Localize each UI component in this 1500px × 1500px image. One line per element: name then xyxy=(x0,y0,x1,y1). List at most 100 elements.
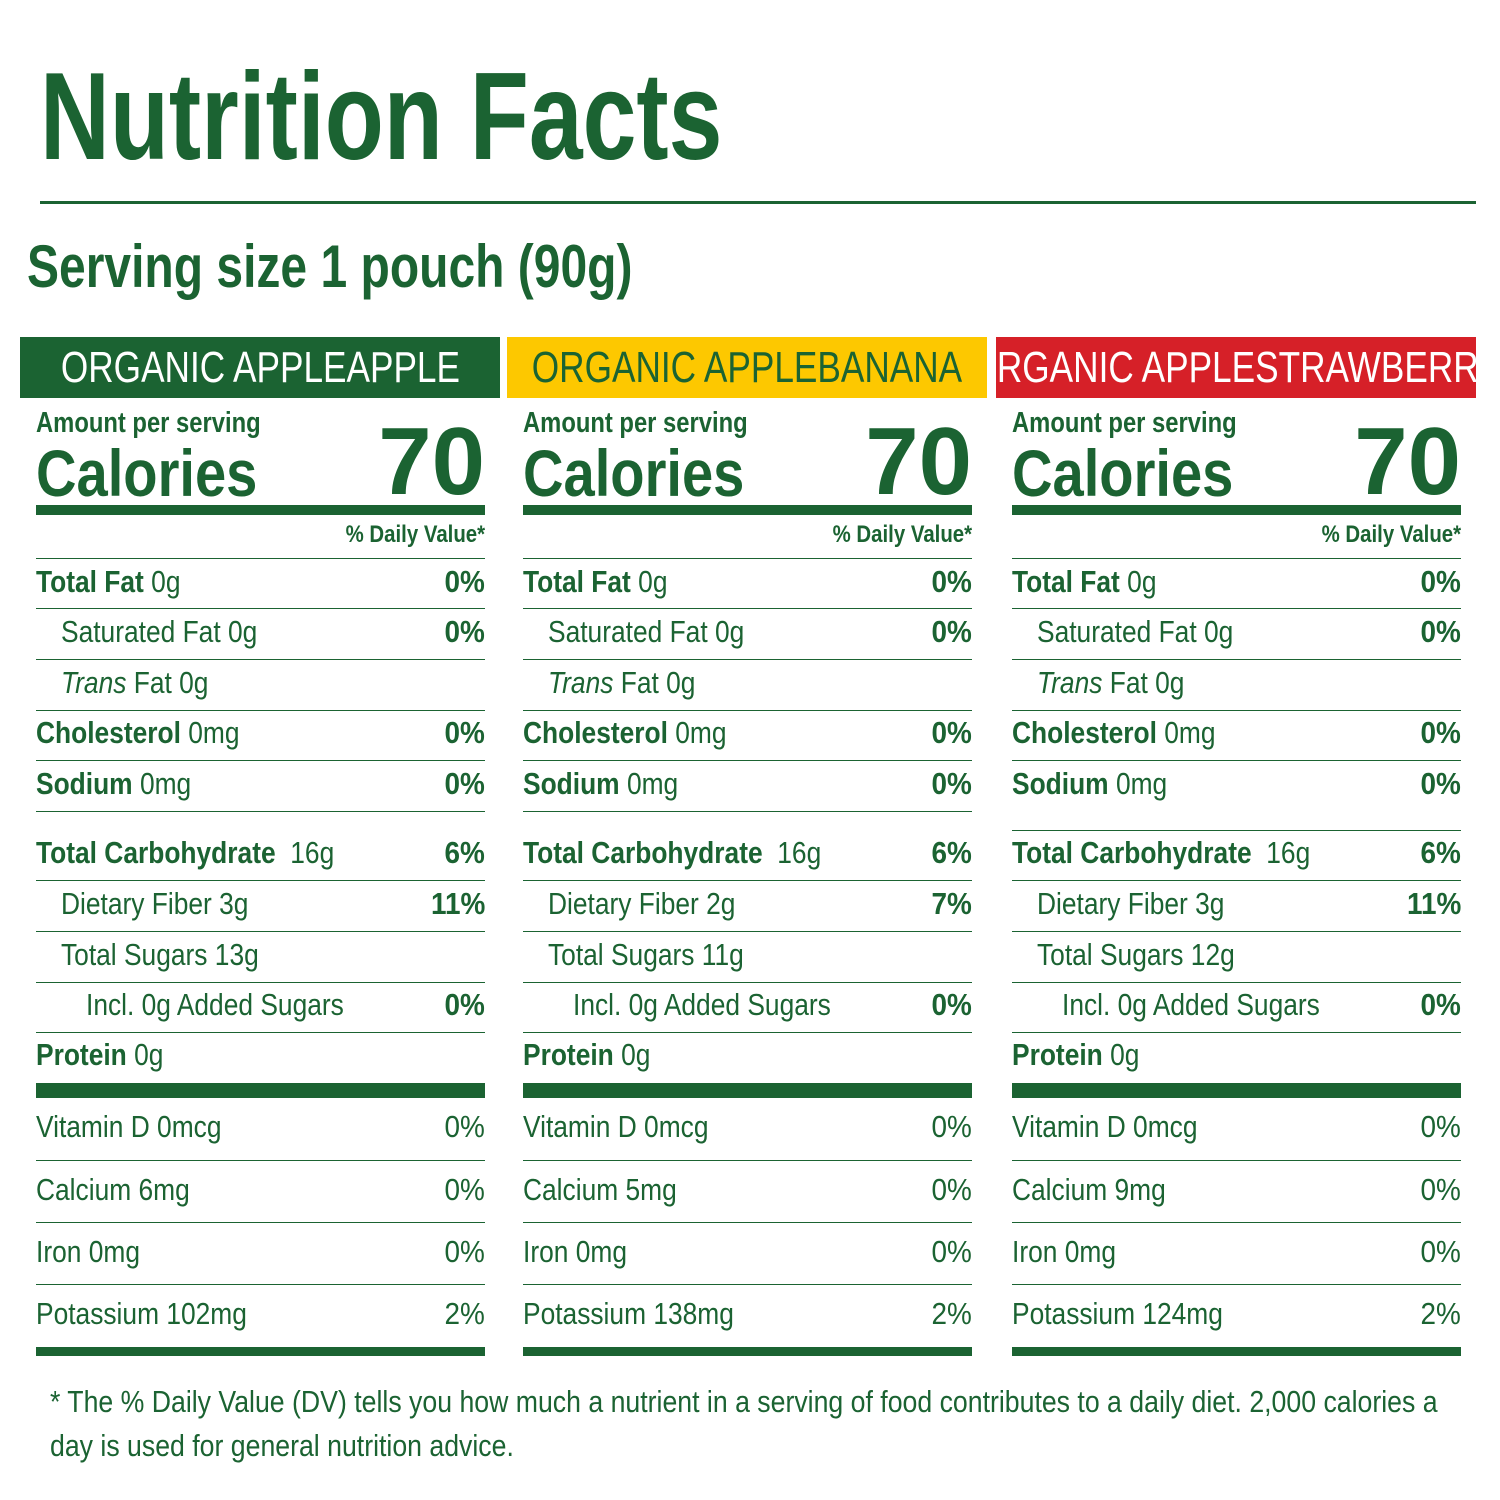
nutrient-amount: Incl. 0g Added Sugars xyxy=(1062,987,1320,1022)
row-divider xyxy=(1012,830,1461,831)
nutrient-amount: Dietary Fiber 3g xyxy=(1037,886,1225,921)
row-divider xyxy=(1012,1160,1461,1161)
nutrient-name: Total Fat xyxy=(1012,564,1120,599)
thick-divider xyxy=(36,1083,485,1098)
daily-value: 0% xyxy=(444,614,485,649)
nutrient-row: Dietary Fiber 3g 11% xyxy=(1012,884,1461,924)
row-divider xyxy=(36,760,485,761)
nutrient-label: Saturated Fat 0g xyxy=(61,612,292,652)
row-divider xyxy=(523,608,972,609)
daily-value: 0% xyxy=(931,1109,972,1144)
nutrient-row: Total Fat 0g 0% xyxy=(1012,562,1461,602)
title-divider xyxy=(40,201,1476,204)
row-divider xyxy=(523,558,972,559)
vitamin-row: Vitamin D 0mcg 0% xyxy=(36,1107,485,1147)
nutrient-label: Protein 0g xyxy=(36,1035,186,1075)
nutrient-amount: 16g xyxy=(762,835,822,870)
nutrient-label: Total Carbohydrate 16g xyxy=(36,833,387,873)
nutrient-label: Total Carbohydrate 16g xyxy=(1012,833,1363,873)
nutrient-row: Total Sugars 12g xyxy=(1012,935,1461,975)
amount-per-serving: Amount per serving xyxy=(1012,407,1237,439)
thick-divider xyxy=(1012,1083,1461,1098)
daily-value: 2% xyxy=(931,1296,972,1331)
nutrient-label: Cholesterol 0mg xyxy=(36,713,275,753)
daily-value: 0% xyxy=(1420,715,1461,750)
vitamin-label: Iron 0mg xyxy=(1012,1234,1116,1269)
nutrient-row: Protein 0g xyxy=(1012,1035,1461,1075)
vitamin-row: Calcium 9mg 0% xyxy=(1012,1170,1461,1210)
nutrient-name: Protein xyxy=(1012,1037,1103,1072)
row-divider xyxy=(1012,558,1461,559)
daily-value: 0% xyxy=(931,715,972,750)
daily-value: 0% xyxy=(1420,766,1461,801)
vitamin-row: Calcium 6mg 0% xyxy=(36,1170,485,1210)
nutrient-amount: 0g xyxy=(1102,1037,1140,1072)
nutrient-row: Cholesterol 0mg 0% xyxy=(1012,713,1461,753)
daily-value: 0% xyxy=(931,766,972,801)
nutrient-name: Sodium xyxy=(523,766,620,801)
nutrient-name: Cholesterol xyxy=(36,715,181,750)
nutrient-row: Total Fat 0g 0% xyxy=(523,562,972,602)
row-divider xyxy=(1012,1032,1461,1033)
nutrient-label: Protein 0g xyxy=(1012,1035,1162,1075)
nutrient-amount: 0g xyxy=(126,1037,164,1072)
nutrient-label: Total Sugars 11g xyxy=(548,935,778,975)
row-divider xyxy=(1012,760,1461,761)
nutrient-label: Incl. 0g Added Sugars xyxy=(86,985,389,1025)
row-divider xyxy=(36,811,485,812)
nutrient-row: Protein 0g xyxy=(523,1035,972,1075)
nutrient-label: Incl. 0g Added Sugars xyxy=(573,985,876,1025)
nutrient-label: Total Fat 0g xyxy=(1012,562,1182,602)
daily-value: 0% xyxy=(444,987,485,1022)
nutrient-label: Cholesterol 0mg xyxy=(1012,713,1251,753)
row-divider xyxy=(1012,1222,1461,1223)
daily-value: 0% xyxy=(1420,1109,1461,1144)
nutrient-row: Saturated Fat 0g 0% xyxy=(1012,612,1461,652)
row-divider xyxy=(523,659,972,660)
nutrient-amount: 0mg xyxy=(667,715,727,750)
nutrient-label: Incl. 0g Added Sugars xyxy=(1062,985,1365,1025)
row-divider xyxy=(523,1284,972,1285)
daily-value: 2% xyxy=(1420,1296,1461,1331)
daily-value: 0% xyxy=(444,1234,485,1269)
vitamin-label: Iron 0mg xyxy=(36,1234,140,1269)
calories-label: Calories xyxy=(523,436,745,510)
calories-label: Calories xyxy=(1012,436,1234,510)
nutrient-name: Protein xyxy=(36,1037,127,1072)
footnote: * The % Daily Value (DV) tells you how m… xyxy=(50,1384,1438,1463)
nutrient-row: Total Sugars 11g xyxy=(523,935,972,975)
serving-size: Serving size 1 pouch (90g) xyxy=(27,233,633,300)
nutrient-amount: 0mg xyxy=(1156,715,1216,750)
vitamin-label: Vitamin D 0mcg xyxy=(1012,1109,1198,1144)
vitamin-label: Vitamin D 0mcg xyxy=(523,1109,709,1144)
nutrient-label: Total Carbohydrate 16g xyxy=(523,833,874,873)
daily-value: 0% xyxy=(1420,1172,1461,1207)
page-title: Nutrition Facts xyxy=(40,48,723,186)
nutrient-amount: Dietary Fiber 3g xyxy=(61,886,249,921)
row-divider xyxy=(523,710,972,711)
nutrient-amount: Fat 0g xyxy=(126,665,209,700)
nutrient-amount: Total Sugars 12g xyxy=(1037,937,1235,972)
row-divider xyxy=(523,1032,972,1033)
vitamin-row: Iron 0mg 0% xyxy=(36,1232,485,1272)
nutrient-amount: 0g xyxy=(630,564,668,599)
daily-value: 0% xyxy=(1420,987,1461,1022)
thick-divider xyxy=(523,505,972,515)
nutrient-name: Sodium xyxy=(1012,766,1109,801)
row-divider xyxy=(523,880,972,881)
vitamin-row: Potassium 124mg 2% xyxy=(1012,1294,1461,1334)
daily-value: 0% xyxy=(931,614,972,649)
nutrient-amount: 0g xyxy=(613,1037,651,1072)
nutrient-label: Sodium 0mg xyxy=(36,764,219,804)
nutrient-label: Trans Fat 0g xyxy=(1037,663,1210,703)
row-divider xyxy=(36,1284,485,1285)
nutrient-label: Saturated Fat 0g xyxy=(1037,612,1268,652)
daily-value-header: % Daily Value* xyxy=(345,521,485,548)
nutrient-label: Sodium 0mg xyxy=(523,764,706,804)
nutrient-row: Cholesterol 0mg 0% xyxy=(523,713,972,753)
daily-value: 6% xyxy=(444,835,485,870)
row-divider xyxy=(36,558,485,559)
row-divider xyxy=(36,1222,485,1223)
amount-per-serving: Amount per serving xyxy=(523,407,748,439)
nutrient-amount: Fat 0g xyxy=(1102,665,1185,700)
